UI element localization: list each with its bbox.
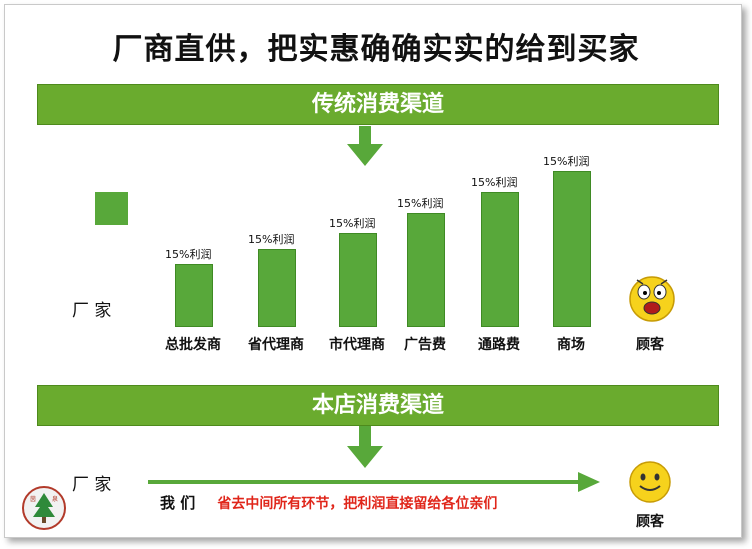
category-label: 市代理商 — [329, 337, 385, 353]
manufacturer-label: 厂 家 — [72, 301, 112, 321]
customer-label: 顾客 — [636, 337, 664, 353]
bar-5 — [481, 192, 519, 327]
category-label: 总批发商 — [165, 337, 221, 353]
bar-1 — [175, 264, 213, 327]
bar-2 — [258, 249, 296, 327]
category-label: 省代理商 — [248, 337, 304, 353]
down-arrow-icon — [347, 126, 383, 166]
slogan: 我 们 省去中间所有环节，把利润直接留给各位亲们 — [160, 492, 497, 513]
slogan-text: 省去中间所有环节，把利润直接留给各位亲们 — [217, 496, 498, 512]
traditional-channel-banner: 传统消费渠道 — [37, 84, 719, 125]
slogan-prefix: 我 们 — [160, 494, 196, 512]
customer-label-2: 顾客 — [636, 514, 664, 530]
svg-text:茵: 茵 — [30, 495, 36, 503]
category-label: 通路费 — [478, 337, 520, 353]
tree-logo-icon: 茵 泉 — [22, 486, 66, 530]
shocked-face-icon — [629, 276, 675, 322]
manufacturer-label-2: 厂 家 — [72, 475, 112, 495]
bar-6 — [553, 171, 591, 327]
bar-3 — [339, 233, 377, 327]
smiley-face-icon — [629, 461, 671, 503]
store-channel-banner: 本店消费渠道 — [37, 385, 719, 426]
bar-data-label: 15%利润 — [471, 176, 518, 189]
category-label: 商场 — [557, 337, 585, 353]
down-arrow-icon — [347, 426, 383, 468]
svg-text:泉: 泉 — [52, 495, 58, 503]
category-label: 广告费 — [404, 337, 446, 353]
bar-data-label: 15%利润 — [397, 197, 444, 210]
bar-4 — [407, 213, 445, 327]
bar-data-label: 15%利润 — [329, 217, 376, 230]
green-marker — [95, 192, 128, 225]
bar-data-label: 15%利润 — [248, 233, 295, 246]
right-arrow-icon — [148, 472, 600, 492]
bar-data-label: 15%利润 — [165, 248, 212, 261]
bar-data-label: 15%利润 — [543, 155, 590, 168]
page-title: 厂商直供，把实惠确确实实的给到买家 — [112, 32, 640, 67]
